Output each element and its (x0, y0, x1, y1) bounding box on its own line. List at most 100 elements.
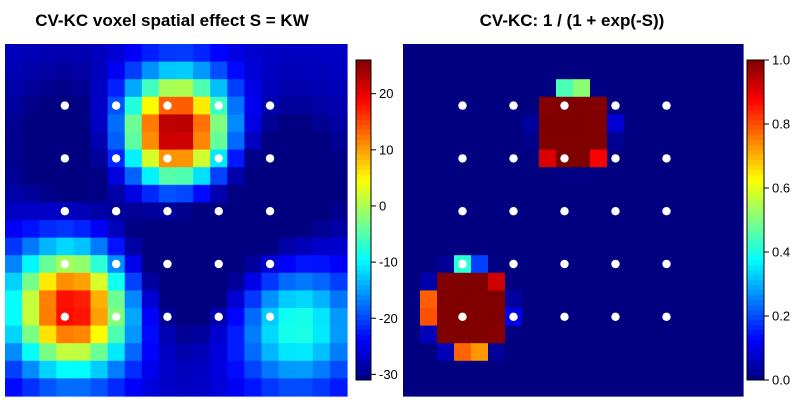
heatmap-cell (709, 167, 727, 186)
colorbar-segment (747, 180, 764, 186)
heatmap-cell (522, 360, 540, 379)
colorbar-segment (356, 200, 371, 206)
heatmap-cell (556, 360, 574, 379)
heatmap-cell (420, 378, 438, 397)
heatmap-cell (454, 272, 472, 291)
colorbar-segment (356, 125, 371, 131)
colorbar-segment (747, 220, 764, 226)
heatmap-cell (141, 202, 160, 221)
heatmap-cell (107, 167, 126, 186)
heatmap-cell (261, 184, 280, 203)
heatmap-cell (39, 378, 57, 397)
heatmap-cell (437, 360, 455, 379)
colorbar-segment (747, 235, 764, 241)
colorbar-segment (747, 90, 764, 96)
colorbar-segment (747, 340, 764, 346)
heatmap-cell (329, 272, 348, 291)
heatmap-cell (454, 132, 472, 151)
heatmap-cell (658, 325, 676, 344)
colorbar-segment (747, 365, 764, 371)
heatmap-cell (278, 167, 297, 186)
heatmap-cell (141, 61, 160, 80)
heatmap-cell (590, 220, 608, 239)
heatmap-cell (624, 61, 642, 80)
heatmap-cell (210, 290, 228, 309)
heatmap-cell (90, 184, 109, 203)
heatmap-cell (90, 220, 109, 239)
heatmap-cell (5, 255, 23, 274)
colorbar-segment (356, 195, 371, 201)
heatmap-cell (454, 360, 472, 379)
colorbar-segment (356, 295, 371, 301)
heatmap-cell (107, 325, 126, 344)
heatmap-cell (90, 308, 109, 327)
heatmap-cell (573, 255, 591, 274)
colorbar-segment (356, 335, 371, 341)
heatmap-cell (227, 360, 245, 379)
heatmap-cell (261, 360, 280, 379)
heatmap-cell (158, 378, 177, 397)
heatmap-cell (107, 343, 126, 362)
colorbar-segment (747, 190, 764, 196)
heatmap-cell (488, 44, 506, 63)
heatmap-cell (56, 79, 74, 98)
heatmap-cell (522, 149, 540, 168)
heatmap-cell (278, 202, 297, 221)
heatmap-cell (675, 79, 693, 98)
knot-point (111, 259, 121, 269)
heatmap-cell (590, 360, 608, 379)
heatmap-cell (22, 202, 40, 221)
heatmap-cell (295, 167, 314, 186)
colorbar-segment (356, 75, 371, 81)
heatmap-cell (539, 202, 557, 221)
heatmap-cell (107, 220, 126, 239)
heatmap-cell (471, 360, 489, 379)
heatmap-cell (539, 61, 557, 80)
colorbar-segment (747, 300, 764, 306)
heatmap-cell (488, 378, 506, 397)
heatmap-cell (312, 132, 331, 151)
heatmap-cell (278, 184, 297, 203)
heatmap-cell (471, 378, 489, 397)
heatmap-cell (312, 184, 331, 203)
heatmap-cell (607, 237, 625, 256)
colorbar-segment (356, 210, 371, 216)
heatmap-cell (193, 308, 211, 327)
heatmap-cell (641, 360, 659, 379)
colorbar-segment (356, 250, 371, 256)
heatmap-cell (624, 325, 642, 344)
heatmap-cell (522, 132, 540, 151)
heatmap-cell (312, 360, 331, 379)
heatmap-cell (709, 343, 727, 362)
heatmap-cell (607, 220, 625, 239)
heatmap-cell (420, 44, 438, 63)
heatmap-cell (403, 220, 421, 239)
heatmap-cell (329, 220, 348, 239)
heatmap-cell (675, 184, 693, 203)
heatmap-cell (73, 378, 92, 397)
heatmap-cell (641, 149, 659, 168)
knot-point (214, 154, 223, 163)
colorbar-segment (356, 150, 371, 156)
heatmap-cell (312, 237, 331, 256)
heatmap-cell (539, 255, 557, 274)
heatmap-cell (692, 132, 710, 151)
heatmap-cell (90, 378, 109, 397)
heatmap-cell (329, 149, 348, 168)
heatmap-cell (420, 272, 438, 291)
heatmap-cell (522, 378, 540, 397)
heatmap-cell (158, 184, 177, 203)
colorbar-segment (747, 315, 764, 321)
heatmap-cell (227, 378, 245, 397)
heatmap-cell (454, 167, 472, 186)
heatmap-cell (90, 360, 109, 379)
heatmap-cell (193, 167, 211, 186)
colorbar-segment (356, 95, 371, 101)
heatmap-cell (488, 61, 506, 80)
heatmap-cell (124, 61, 143, 80)
knot-point (214, 259, 223, 269)
heatmap-cell (227, 237, 245, 256)
heatmap-cell (726, 360, 744, 379)
heatmap-cell (73, 343, 92, 362)
